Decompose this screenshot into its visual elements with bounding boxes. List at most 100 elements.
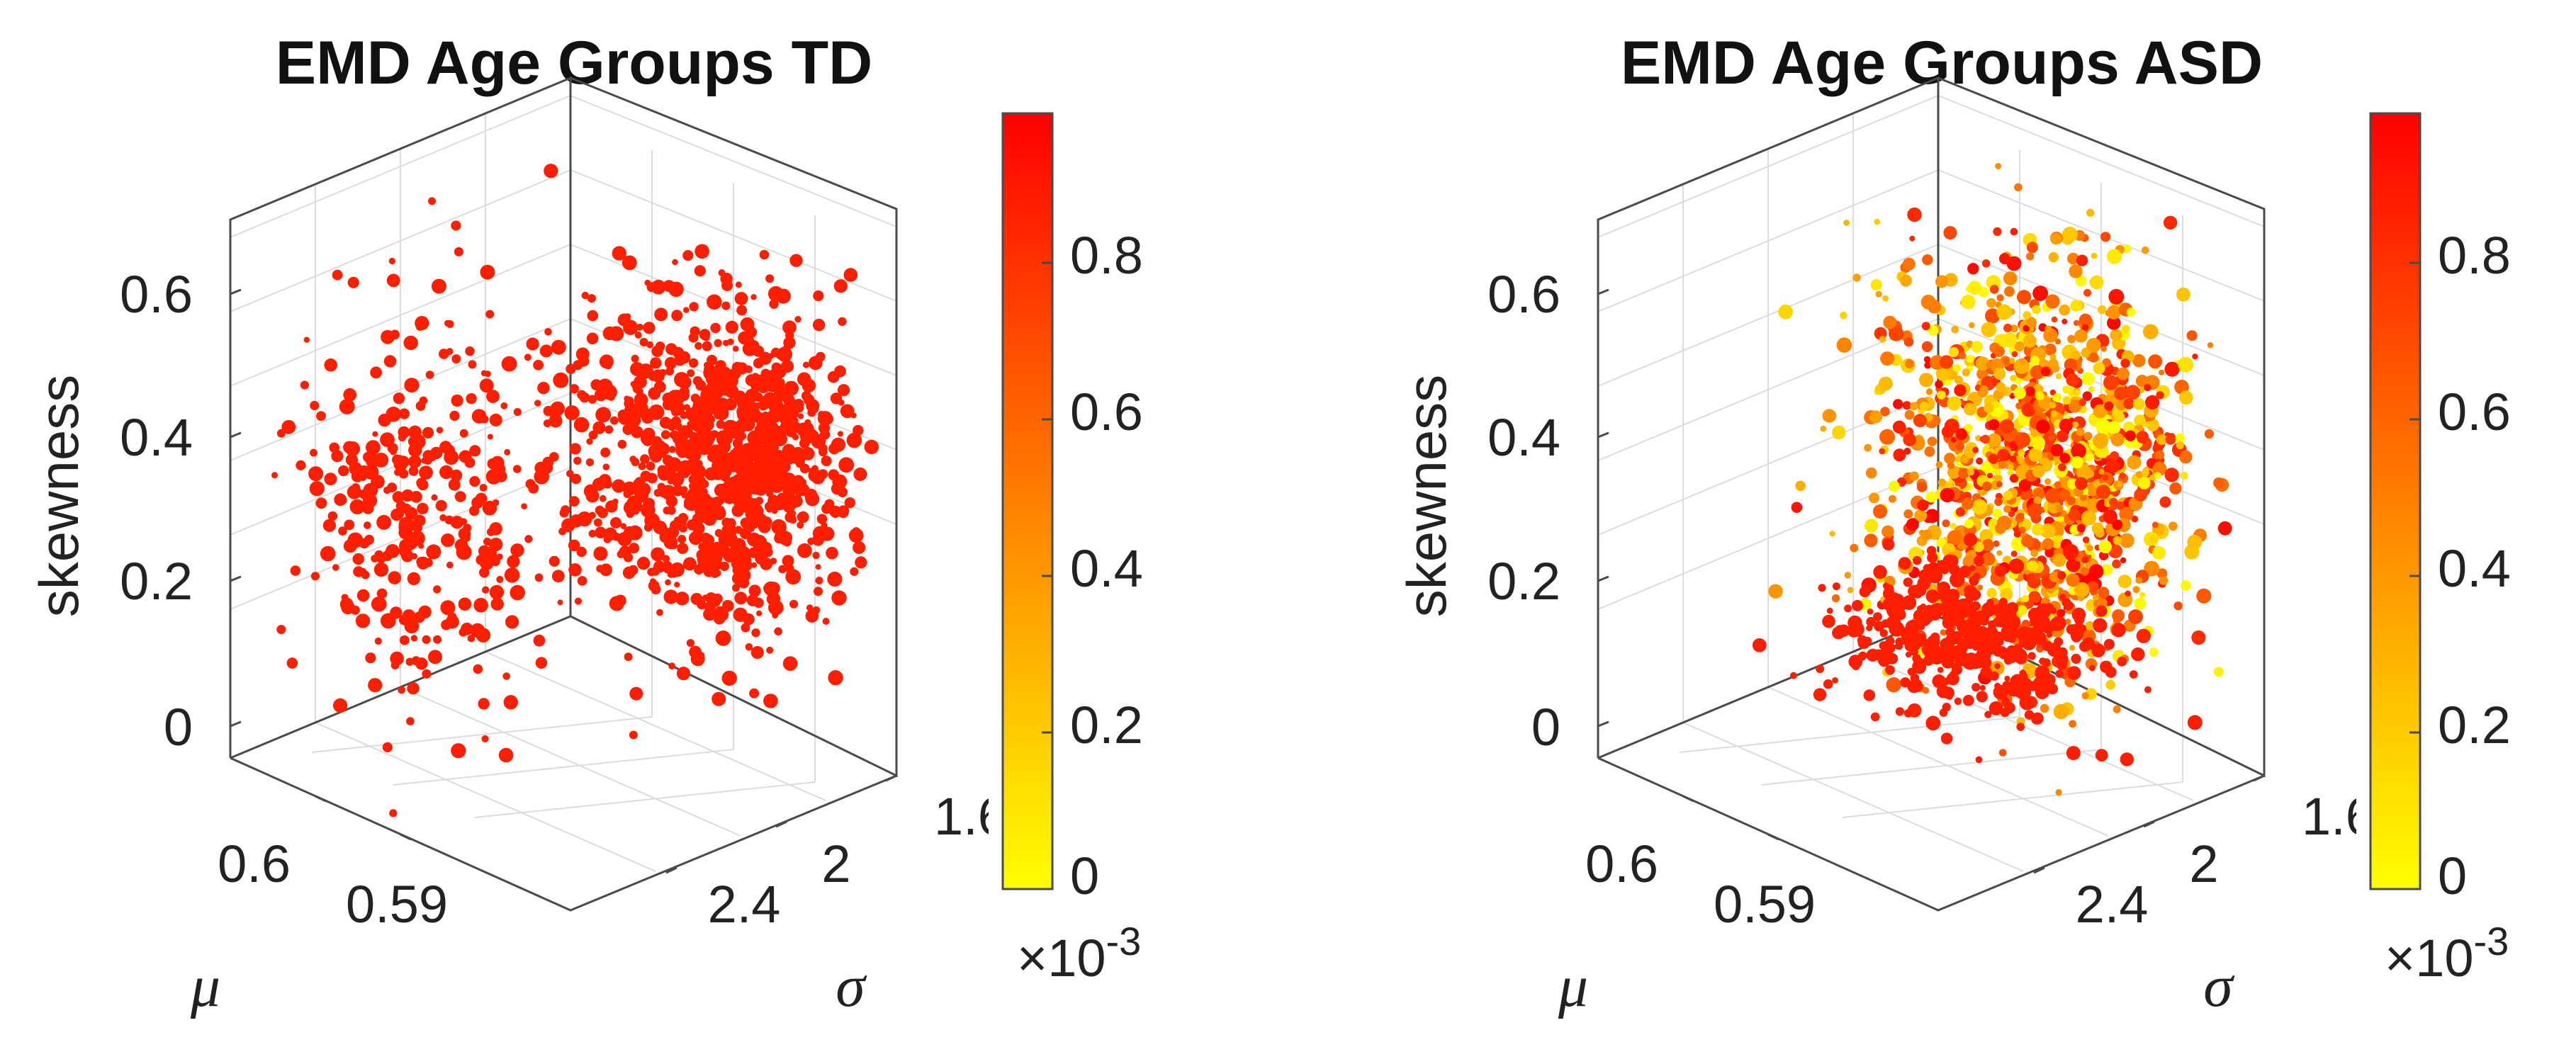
sigma-tick-1: 2 [821,834,850,893]
scatter-point [670,400,685,416]
scatter-point [386,273,400,288]
scatter-point [2081,324,2089,332]
scatter-point [2204,429,2214,439]
scatter-point [768,353,775,359]
scatter-point [1874,649,1883,659]
scatter-point [1993,227,2002,236]
scatter-point [332,564,339,571]
scatter-point [789,599,799,609]
scatter-point [2066,573,2080,587]
scatter-point [1924,361,1932,369]
scatter-point [1880,407,1890,417]
scatter-point [1947,530,1963,545]
scatter-point [490,597,504,611]
scatter-point [332,269,343,281]
scatter-point [740,517,751,528]
scatter-point [760,368,771,379]
scatter-point [624,652,633,662]
scatter-point [1982,481,1992,492]
scatter-point [2027,607,2042,622]
scatter-point [670,416,682,426]
scatter-point [718,269,726,277]
scatter-point [1889,480,1900,492]
scatter-point [2110,329,2122,341]
scatter-point [2156,568,2168,579]
scatter-point [691,530,704,542]
scatter-point [489,584,505,600]
scatter-point [500,402,508,409]
scatter-point [2111,623,2126,638]
scatter-point [1940,629,1947,636]
scatter-point [593,518,602,527]
scatter-point [2076,523,2086,533]
scatter-point [1973,541,1984,553]
scatter-point [418,605,432,619]
scatter-point [1998,749,2007,757]
scatter-point [382,742,393,752]
scatter-point [1964,519,1974,529]
scatter-point [703,365,719,381]
scatter-point [714,528,724,538]
scatter-point [629,730,638,740]
scatter-point [744,448,754,458]
scatter-point [1955,455,1962,463]
scatter-point [444,319,451,327]
scatter-point [797,521,804,529]
mu-tick-1: 0.59 [1714,875,1816,934]
scatter-point [775,378,785,388]
scatter-point [1955,442,1965,451]
scatter-point [1996,550,2003,556]
scatter-point [588,511,596,519]
scatter-point [2152,545,2166,560]
scatter-point [406,717,415,725]
scatter-point [2032,305,2041,315]
scatter-point [703,607,716,621]
scatter-point [2044,343,2057,356]
scatter-point [638,363,653,379]
scatter-point [733,607,748,622]
scatter-point [1988,419,2000,431]
scatter-point [1919,401,1930,412]
scatter-point [2062,227,2078,242]
scatter-point [359,538,370,549]
scatter-point [1847,624,1861,638]
scatter-point [370,366,382,379]
scatter-point [2004,656,2013,665]
scatter-point [2156,434,2168,446]
scatter-point [364,521,371,529]
scatter-point [605,500,618,513]
scatter-point [2110,451,2120,460]
scatter-point [2056,659,2067,670]
scatter-point [831,511,839,519]
scatter-point [2096,419,2112,435]
scatter-point [2049,389,2056,396]
scatter-point [352,553,364,565]
scatter-point [585,458,595,467]
scatter-point [355,613,371,628]
scatter-point [690,455,698,463]
scatter-point [1895,707,1905,716]
scatter-point [634,332,642,339]
scatter-point [855,556,867,569]
scatter-point [637,395,646,404]
scatter-point [2031,523,2044,536]
scatter-point [2145,395,2160,410]
scatter-point [1921,529,1933,541]
scatter-point [668,281,684,298]
scatter-point [1903,577,1913,587]
scatter-point [1963,533,1977,547]
scatter-point [2192,353,2198,360]
scatter-point [2148,534,2158,544]
scatter-point [550,401,565,416]
scatter-point [1989,285,1999,294]
scatter-point [2063,543,2079,560]
scatter-point [846,432,862,448]
scatter-point [2079,398,2086,407]
scatter-point [2169,482,2182,495]
scatter-point [750,498,758,506]
scatter-point [2051,364,2060,373]
scatter-point [758,351,772,365]
scatter-point [771,362,782,373]
scatter-point [848,528,864,543]
